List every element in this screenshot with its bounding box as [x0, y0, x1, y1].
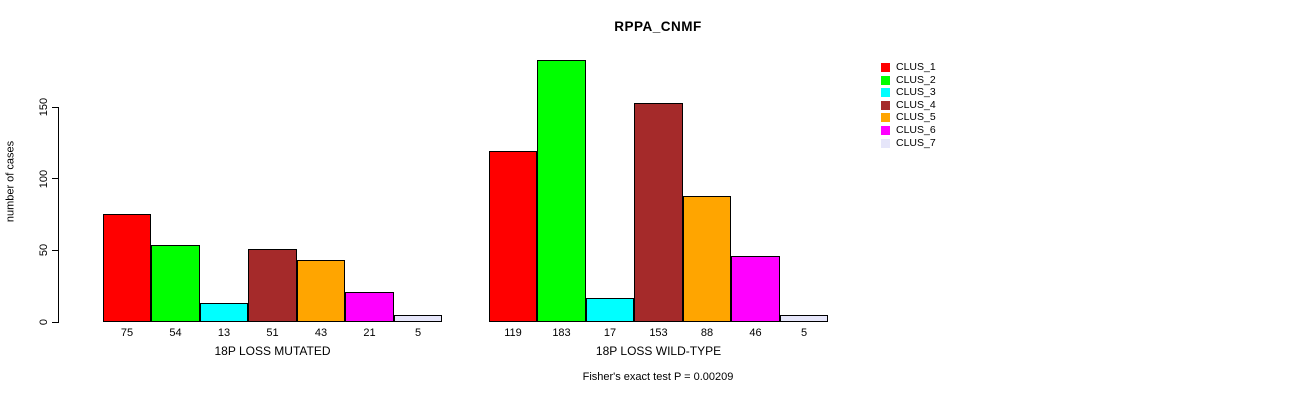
legend-color-swatch — [881, 126, 890, 135]
bar-value-label: 21 — [363, 327, 376, 339]
bar-value-label: 13 — [217, 327, 231, 339]
bar-value-label: 43 — [314, 327, 328, 339]
legend-color-swatch — [881, 100, 890, 110]
y-axis-line — [58, 106, 59, 323]
bar-value-label: 54 — [169, 327, 182, 339]
legend-color-swatch — [881, 113, 890, 123]
y-axis-tick-label: 0 — [38, 318, 50, 326]
bar-value-label: 5 — [800, 327, 808, 339]
group-label: 18P LOSS WILD-TYPE — [595, 344, 722, 358]
legend-label: CLUS_5 — [896, 111, 936, 124]
legend-label: CLUS_3 — [896, 86, 936, 99]
bar-clus_2 — [537, 60, 586, 322]
legend-label: CLUS_4 — [896, 98, 936, 111]
legend-row-clus_1: CLUS_1 — [0, 62, 936, 74]
bar-clus_7 — [780, 315, 828, 322]
bar-clus_3 — [586, 298, 634, 322]
legend-label: CLUS_1 — [896, 61, 936, 73]
y-axis-tick — [52, 249, 58, 251]
bar-clus_7 — [394, 315, 442, 322]
bar-value-label: 75 — [120, 327, 134, 339]
bar-clus_6 — [731, 256, 780, 322]
legend-row-clus_6: CLUS_6 — [0, 125, 936, 137]
legend-row-clus_2: CLUS_2 — [0, 74, 936, 87]
legend-row-clus_4: CLUS_4 — [0, 99, 936, 112]
bar-clus_1 — [103, 214, 151, 322]
bar-value-label: 46 — [749, 327, 762, 339]
legend-label: CLUS_6 — [896, 124, 936, 136]
bar-value-label: 119 — [504, 327, 522, 339]
y-axis-tick — [52, 321, 58, 323]
bar-value-label: 88 — [700, 327, 714, 339]
legend-color-swatch — [881, 88, 890, 98]
bar-clus_4 — [248, 249, 297, 322]
legend-color-swatch — [881, 75, 890, 85]
legend-row-clus_5: CLUS_5 — [0, 112, 936, 124]
bar-clus_5 — [297, 260, 345, 322]
chart-title: RPPA_CNMF — [614, 19, 702, 34]
y-axis-tick-label: 50 — [38, 244, 50, 257]
y-axis-tick-label: 100 — [38, 169, 50, 188]
bar-clus_3 — [200, 303, 248, 322]
y-axis-tick — [52, 106, 58, 108]
legend-row-clus_3: CLUS_3 — [0, 87, 936, 99]
bar-clus_4 — [634, 103, 683, 322]
y-axis-tick — [52, 178, 58, 180]
bar-clus_5 — [683, 196, 731, 322]
bar-clus_1 — [489, 151, 537, 322]
bar-value-label: 153 — [649, 327, 668, 339]
group-label: 18P LOSS MUTATED — [214, 344, 331, 358]
footnote-fisher-test: Fisher's exact test P = 0.00209 — [582, 371, 734, 383]
legend-label: CLUS_2 — [896, 73, 936, 86]
bar-value-label: 51 — [266, 327, 279, 339]
bar-value-label: 17 — [603, 327, 617, 339]
bar-clus_6 — [345, 292, 394, 322]
bar-value-label: 5 — [414, 327, 422, 339]
bar-clus_2 — [151, 245, 200, 322]
legend-row-clus_7: CLUS_7 — [0, 137, 936, 150]
legend-label: CLUS_7 — [896, 136, 936, 149]
bar-value-label: 183 — [552, 327, 571, 339]
legend-color-swatch — [881, 63, 890, 72]
legend-color-swatch — [881, 138, 890, 148]
